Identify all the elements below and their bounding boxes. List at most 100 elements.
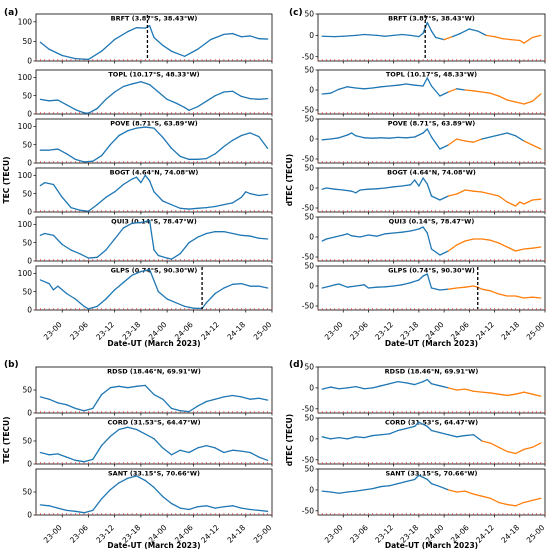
panel-a-subplot-1-line-segment — [48, 99, 59, 102]
panel-a-subplot-5-line-segment — [201, 302, 208, 310]
panel-a-subplot-2-line-segment — [74, 158, 85, 163]
panel-a-subplot-2-line-segment — [232, 134, 243, 141]
panel-a-subplot-3-line-segment — [170, 204, 181, 209]
panel-d-subplot-2-line-segment — [531, 497, 542, 502]
panel-c-subplot-5-line-segment — [456, 286, 466, 289]
panel-a-subplot-1-line-segment — [197, 100, 208, 108]
panel-a-subplot-2-line-segment — [57, 148, 68, 155]
panel-a-subplot-4-line-segment — [258, 237, 269, 240]
panel-a-subplot-3-line-segment — [240, 191, 247, 198]
panel-c-subplot-5-ytick-label: 50 — [304, 262, 314, 271]
panel-c-subplot-4-line-segment — [367, 234, 378, 237]
panel-c-subplot-4-line-segment — [418, 226, 424, 230]
panel-a-subplot-1-ytick-label: 0 — [27, 110, 32, 119]
panel-d-subplot-0-line-segment — [472, 390, 483, 393]
panel-d-subplot-2-title: SANT (33.15°S, 70.66°W) — [386, 470, 478, 478]
panel-b-subplot-1-line-segment — [100, 435, 111, 447]
panel-d-subplot-0-line-segment — [422, 378, 428, 383]
panel-a-subplot-0-line-segment — [114, 30, 129, 41]
panel-a-subplot-0-title: BRFT (3.87°S, 38.43°W) — [111, 15, 198, 23]
panel-c-subplot-2-line-segment — [430, 136, 441, 150]
panel-d-subplot-2-ytick-label: -50 — [302, 506, 314, 515]
panel-a-subplot-1-line-segment — [157, 91, 168, 100]
panel-c-subplot-4-line-segment — [325, 236, 336, 240]
panel-a-subplot-4-line-segment — [52, 234, 63, 246]
panel-c-subplot-1-ytick-label: 50 — [304, 66, 314, 75]
panel-b-subplot-1-line-segment — [232, 449, 243, 452]
panel-b-subplot-1-line-segment — [188, 447, 199, 454]
panel-b-subplot-0-line-segment — [83, 407, 94, 412]
panel-c-subplot-1-line-segment — [426, 77, 433, 87]
panel-c-subplot-0-line-segment — [510, 38, 521, 42]
panel-a-subplot-3-line-segment — [140, 174, 146, 184]
panel-b-subplot-0-line-segment — [48, 398, 59, 404]
panel-d-subplot-1-line-segment — [531, 442, 542, 448]
panel-a-subplot-1-line-segment — [131, 81, 142, 85]
panel-c-subplot-0-line-segment — [430, 30, 437, 39]
panel-c-subplot-2-line-segment — [498, 132, 508, 136]
panel-a-subplot-4-frame — [35, 216, 273, 262]
panel-a-subplot-5-line-segment — [74, 298, 85, 307]
panel-a-subplot-1-line-segment — [258, 97, 269, 100]
panel-b-subplot-1-line-segment — [109, 428, 120, 438]
panel-b-subplot-1-line-segment — [170, 449, 181, 456]
panel-a-subplot-3-line-segment — [232, 196, 243, 204]
panel-c-subplot-2-ytick-label: 50 — [304, 115, 314, 124]
panel-d-subplot-0-ytick-label: 0 — [309, 384, 314, 393]
panel-c-subplot-0-line-segment — [393, 33, 403, 37]
panel-a-subplot-3-line-segment — [96, 196, 107, 206]
panel-a-subplot-1-line-segment — [140, 81, 151, 86]
panel-c-subplot-1-line-segment — [371, 86, 382, 89]
panel-b-subplot-2-line-segment — [57, 507, 68, 512]
panel-a-subplot-3-line-segment — [153, 191, 164, 202]
panel-a-subplot-5-line-segment — [96, 298, 107, 307]
panel-b-xtick-label: 25-00 — [252, 523, 274, 545]
panel-b-subplot-1-line-segment — [197, 444, 208, 449]
panel-a-subplot-0-line-segment — [127, 27, 138, 33]
panel-b-subplot-0-frame — [35, 366, 273, 414]
panel-a-subplot-1-line-segment — [114, 85, 125, 93]
panel-c-subplot-0-line-segment — [451, 32, 462, 38]
panel-c-subplot-2-line-segment — [439, 144, 449, 150]
panel-b-subplot-0-line-segment — [135, 384, 146, 387]
panel-a-subplot-1-line-segment — [232, 90, 243, 98]
panel-a-xlabel: Date-UT (March 2023) — [107, 339, 200, 348]
panel-a-subplot-3-line-segment — [105, 191, 116, 198]
panel-a-subplot-5-line-segment — [114, 281, 125, 291]
panel-a-subplot-1-line-segment — [175, 102, 186, 109]
panel-b-subplot-0-line-segment — [170, 407, 181, 412]
panel-b-subplot-0-line-segment — [214, 396, 225, 400]
panel-a-subplot-4-title: QUI3 (0.14°S, 78.47°W) — [111, 218, 197, 226]
panel-a-subplot-4-line-segment — [114, 227, 125, 240]
panel-a-subplot-3-line-segment — [131, 176, 138, 180]
panel-c-subplot-0-ytick-label: -50 — [302, 52, 314, 61]
panel-b-subplot-0-title: RDSD (18.46°N, 69.91°W) — [107, 368, 201, 376]
panel-d-subplot-0-line-segment — [447, 387, 458, 391]
panel-c-subplot-3-line-segment — [506, 201, 517, 207]
panel-c-subplot-0-line-segment — [523, 36, 534, 44]
panel-a-subplot-5-line-segment — [240, 282, 251, 287]
panel-c-subplot-5-line-segment — [439, 288, 449, 291]
panel-d-subplot-0-line-segment — [439, 385, 449, 389]
panel-c-subplot-4-line-segment — [342, 233, 349, 236]
panel-d-subplot-1-line-segment — [380, 433, 391, 436]
panel-d-subplot-0-line-segment — [355, 386, 365, 390]
panel-a-subplot-2-line-segment — [258, 135, 269, 149]
panel-c-subplot-1-line-segment — [363, 87, 374, 90]
panel-a-subplot-0-line-segment — [148, 25, 155, 39]
panel-c-subplot-1-line-segment — [405, 83, 416, 86]
panel-d-subplot-2-line-segment — [523, 499, 534, 504]
panel-a-subplot-2-frame — [35, 118, 273, 164]
panel-a-subplot-0-line-segment — [232, 32, 243, 38]
panel-b-subplot-0-line-segment — [179, 410, 190, 413]
panel-c-subplot-3-line-segment — [531, 198, 542, 201]
panel-d-subplot-1-line-segment — [447, 434, 458, 438]
panel-b-subplot-1-line-segment — [258, 456, 269, 461]
panel-c-subplot-4-line-segment — [498, 242, 508, 248]
panel-a-subplot-1-line-segment — [166, 98, 177, 104]
panel-c-subplot-3-line-segment — [325, 187, 336, 190]
panel-c-subplot-1-title: TOPL (10.17°S, 48.33°W) — [386, 71, 477, 79]
panel-a-subplot-0-line-segment — [162, 44, 173, 52]
panel-b-subplot-0-line-segment — [249, 397, 260, 400]
panel-a-subplot-5-line-segment — [223, 283, 234, 289]
